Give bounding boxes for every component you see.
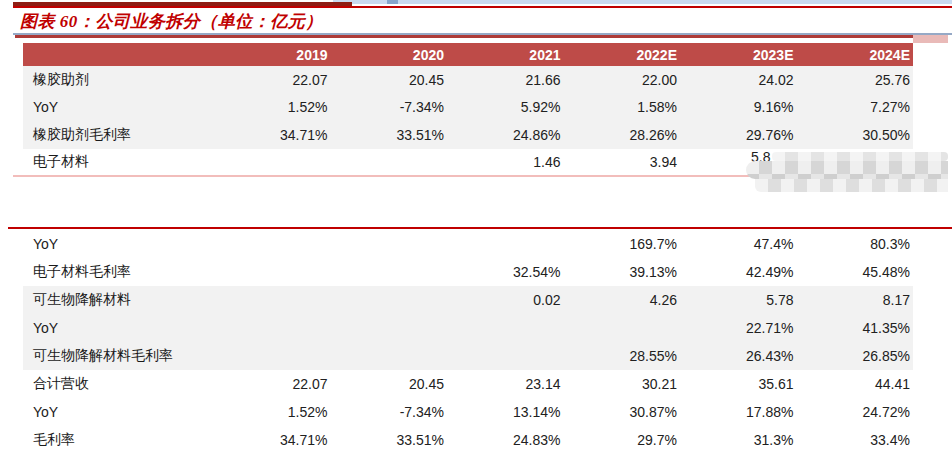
value-cell: 29.7% bbox=[564, 432, 681, 448]
value-cell: 45.48% bbox=[797, 264, 914, 280]
mosaic-band bbox=[772, 152, 948, 161]
table-row: 电子材料毛利率 32.54% 39.13% 42.49% 45.48% bbox=[23, 258, 913, 286]
value-cell: 41.35% bbox=[797, 320, 914, 336]
table-row: YoY 1.52% -7.34% 5.92% 1.58% 9.16% 7.27% bbox=[23, 94, 913, 122]
value-cell: 32.54% bbox=[447, 264, 564, 280]
table-section-2: YoY 169.7% 47.4% 80.3% 电子材料毛利率 32.54% 39… bbox=[23, 230, 913, 450]
value-cell: 22.07 bbox=[214, 376, 331, 392]
table-row: 可生物降解材料 0.02 4.26 5.78 8.17 bbox=[23, 286, 913, 314]
value-cell: 1.52% bbox=[214, 404, 331, 420]
table-row: 橡胶助剂毛利率 34.71% 33.51% 24.86% 28.26% 29.7… bbox=[23, 121, 913, 149]
value-cell: 20.45 bbox=[331, 72, 448, 88]
row-label: YoY bbox=[23, 404, 214, 420]
value-cell: 22.07 bbox=[214, 72, 331, 88]
value-cell: 22.00 bbox=[564, 72, 681, 88]
mosaic-band bbox=[755, 179, 948, 192]
value-cell: 17.88% bbox=[680, 404, 797, 420]
table-row: YoY 22.71% 41.35% bbox=[23, 314, 913, 342]
value-cell: 24.86% bbox=[447, 127, 564, 143]
value-cell: 1.52% bbox=[214, 99, 331, 115]
value-cell: 13.14% bbox=[447, 404, 564, 420]
value-cell: 33.51% bbox=[331, 127, 448, 143]
value-cell: 9.16% bbox=[680, 99, 797, 115]
value-cell: 30.50% bbox=[797, 127, 914, 143]
value-cell: 34.71% bbox=[214, 127, 331, 143]
value-cell: 20.45 bbox=[331, 376, 448, 392]
value-cell: 24.72% bbox=[797, 404, 914, 420]
value-cell: 5.78 bbox=[680, 292, 797, 308]
table-row: 合计营收 22.07 20.45 23.14 30.21 35.61 44.41 bbox=[23, 370, 913, 398]
row-label: 橡胶助剂 bbox=[23, 71, 214, 89]
row-label: 可生物降解材料 bbox=[23, 291, 214, 309]
scrollbar-thumb-artifact bbox=[387, 0, 398, 4]
row-label: 可生物降解材料毛利率 bbox=[23, 347, 214, 365]
column-header: 2023E bbox=[680, 47, 797, 63]
value-cell: 47.4% bbox=[680, 236, 797, 252]
figure-title: 图表 60：公司业务拆分（单位：亿元） bbox=[20, 10, 920, 34]
value-cell: 30.87% bbox=[564, 404, 681, 420]
value-cell: 1.58% bbox=[564, 99, 681, 115]
row-label: 电子材料毛利率 bbox=[23, 263, 214, 281]
mosaic-band bbox=[746, 161, 948, 179]
table-top-rule bbox=[15, 35, 913, 38]
redaction-mosaic bbox=[746, 151, 948, 192]
column-header: 2019 bbox=[214, 47, 331, 63]
value-cell: 35.61 bbox=[680, 376, 797, 392]
row-label: 毛利率 bbox=[23, 431, 214, 449]
top-red-rule bbox=[13, 6, 952, 8]
value-cell: 8.17 bbox=[797, 292, 914, 308]
row-label: YoY bbox=[23, 99, 214, 115]
value-cell: 34.71% bbox=[214, 432, 331, 448]
table-row: 橡胶助剂 22.07 20.45 21.66 22.00 24.02 25.76 bbox=[23, 66, 913, 94]
value-cell: 21.66 bbox=[447, 72, 564, 88]
value-cell: 26.85% bbox=[797, 348, 914, 364]
value-cell: 3.94 bbox=[564, 154, 681, 170]
value-cell: 44.41 bbox=[797, 376, 914, 392]
table-row: 毛利率 34.71% 33.51% 24.83% 29.7% 31.3% 33.… bbox=[23, 426, 913, 450]
value-cell: 7.27% bbox=[797, 99, 914, 115]
value-cell: 28.55% bbox=[564, 348, 681, 364]
table-top-rule-stub bbox=[913, 35, 948, 43]
column-header: 2022E bbox=[564, 47, 681, 63]
value-cell: 22.71% bbox=[680, 320, 797, 336]
value-cell: 39.13% bbox=[564, 264, 681, 280]
value-cell: 29.76% bbox=[680, 127, 797, 143]
value-cell: 26.43% bbox=[680, 348, 797, 364]
value-cell: 0.02 bbox=[447, 292, 564, 308]
row-label: 橡胶助剂毛利率 bbox=[23, 126, 214, 144]
value-cell: 33.4% bbox=[797, 432, 914, 448]
value-cell: 28.26% bbox=[564, 127, 681, 143]
table-row: YoY 169.7% 47.4% 80.3% bbox=[23, 230, 913, 258]
report-page: 图表 60：公司业务拆分（单位：亿元） 2019 2020 2021 2022E… bbox=[0, 0, 952, 450]
value-cell: 25.76 bbox=[797, 72, 914, 88]
column-header: 2021 bbox=[447, 47, 564, 63]
column-header: 2024E bbox=[797, 47, 914, 63]
table-row: 可生物降解材料毛利率 28.55% 26.43% 26.85% bbox=[23, 342, 913, 370]
section-divider-red bbox=[8, 227, 952, 229]
value-cell: 169.7% bbox=[564, 236, 681, 252]
column-header: 2020 bbox=[331, 47, 448, 63]
value-cell: 4.26 bbox=[564, 292, 681, 308]
row-label: YoY bbox=[23, 320, 214, 336]
row-label: YoY bbox=[23, 236, 214, 252]
value-cell: 31.3% bbox=[680, 432, 797, 448]
value-cell: 42.49% bbox=[680, 264, 797, 280]
value-cell: 24.02 bbox=[680, 72, 797, 88]
value-cell: 30.21 bbox=[564, 376, 681, 392]
value-cell: 23.14 bbox=[447, 376, 564, 392]
value-cell: 24.83% bbox=[447, 432, 564, 448]
row-label: 电子材料 bbox=[23, 153, 214, 171]
value-cell: -7.34% bbox=[331, 404, 448, 420]
value-cell: 1.46 bbox=[447, 154, 564, 170]
table-header-row: 2019 2020 2021 2022E 2023E 2024E bbox=[23, 43, 913, 66]
value-cell: 80.3% bbox=[797, 236, 914, 252]
row-label: 合计营收 bbox=[23, 375, 214, 393]
table-row: YoY 1.52% -7.34% 13.14% 30.87% 17.88% 24… bbox=[23, 398, 913, 426]
value-cell: 5.92% bbox=[447, 99, 564, 115]
value-cell: -7.34% bbox=[331, 99, 448, 115]
value-cell: 33.51% bbox=[331, 432, 448, 448]
browser-edge-artifact bbox=[333, 0, 952, 4]
